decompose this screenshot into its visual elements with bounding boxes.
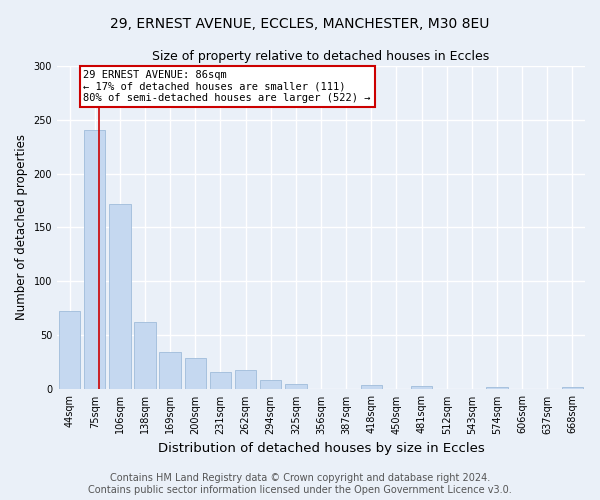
- Text: 29 ERNEST AVENUE: 86sqm
← 17% of detached houses are smaller (111)
80% of semi-d: 29 ERNEST AVENUE: 86sqm ← 17% of detache…: [83, 70, 371, 103]
- Bar: [185, 358, 206, 390]
- X-axis label: Distribution of detached houses by size in Eccles: Distribution of detached houses by size …: [158, 442, 484, 455]
- Bar: [285, 384, 307, 390]
- Bar: [487, 388, 508, 390]
- Bar: [260, 380, 281, 390]
- Bar: [84, 130, 106, 390]
- Text: 29, ERNEST AVENUE, ECCLES, MANCHESTER, M30 8EU: 29, ERNEST AVENUE, ECCLES, MANCHESTER, M…: [110, 18, 490, 32]
- Bar: [235, 370, 256, 390]
- Bar: [160, 352, 181, 390]
- Bar: [562, 388, 583, 390]
- Text: Contains HM Land Registry data © Crown copyright and database right 2024.
Contai: Contains HM Land Registry data © Crown c…: [88, 474, 512, 495]
- Bar: [411, 386, 432, 390]
- Bar: [134, 322, 156, 390]
- Bar: [361, 385, 382, 390]
- Bar: [210, 372, 231, 390]
- Bar: [59, 310, 80, 390]
- Bar: [109, 204, 131, 390]
- Title: Size of property relative to detached houses in Eccles: Size of property relative to detached ho…: [152, 50, 490, 63]
- Y-axis label: Number of detached properties: Number of detached properties: [15, 134, 28, 320]
